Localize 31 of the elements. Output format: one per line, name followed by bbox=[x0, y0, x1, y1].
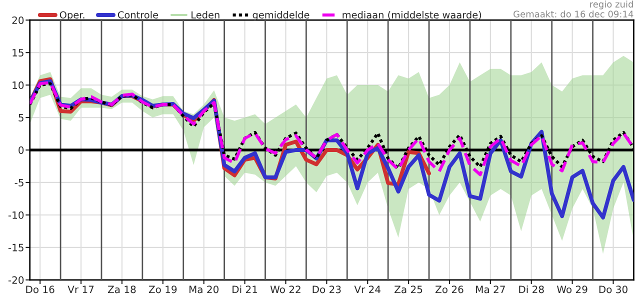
x-tick-label: Ma 20 bbox=[189, 286, 219, 294]
legend-label: mediaan (middelste waarde) bbox=[342, 11, 482, 20]
text: Gemaakt: do 16 dec 09:14 bbox=[514, 10, 634, 18]
x-tick-label: Wo 22 bbox=[270, 286, 300, 294]
y-tick-label: -10 bbox=[8, 211, 24, 219]
x-tick-label: Vr 24 bbox=[354, 286, 380, 294]
y-tick-label: -5 bbox=[14, 178, 24, 186]
x-tick-label: Zo 19 bbox=[148, 286, 177, 294]
legend-label: Oper. bbox=[60, 11, 84, 20]
legend-label: gemiddelde bbox=[252, 11, 310, 20]
x-tick-label: Di 28 bbox=[519, 285, 544, 294]
y-tick-label: 5 bbox=[18, 114, 24, 122]
y-tick-label: 20 bbox=[12, 16, 24, 24]
x-tick-label: Za 18 bbox=[108, 286, 136, 294]
x-tick-label: Za 25 bbox=[394, 286, 422, 294]
x-tick-label: Do 16 bbox=[26, 286, 54, 294]
x-tick-label: Zo 26 bbox=[436, 286, 464, 294]
x-tick-label: Do 30 bbox=[599, 286, 628, 294]
x-tick-label: Wo 29 bbox=[556, 286, 588, 294]
y-tick-label: 0 bbox=[18, 146, 24, 154]
y-tick-label: 10 bbox=[12, 81, 24, 89]
legend-label: Leden bbox=[192, 11, 220, 19]
text: regio zuid bbox=[590, 0, 633, 10]
y-tick-label: -20 bbox=[8, 276, 24, 284]
x-tick-label: Ma 27 bbox=[476, 286, 505, 294]
x-tick-label: Do 23 bbox=[312, 286, 341, 294]
x-tick-label: Di 21 bbox=[232, 285, 258, 294]
y-tick-label: -15 bbox=[8, 244, 24, 252]
legend-label: Controle bbox=[118, 11, 158, 19]
y-tick-label: 15 bbox=[12, 49, 24, 57]
x-tick-label: Vr 17 bbox=[68, 286, 94, 294]
